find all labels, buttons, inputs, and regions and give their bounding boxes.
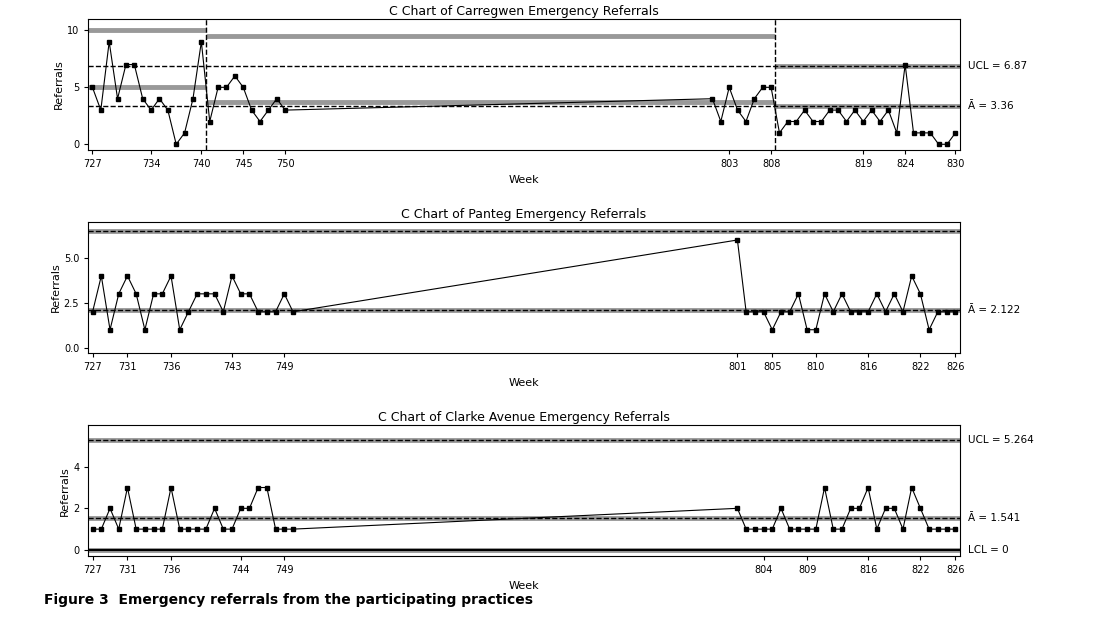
Y-axis label: Referrals: Referrals	[54, 59, 64, 109]
X-axis label: Week: Week	[508, 378, 539, 387]
Text: UCL = 6.87: UCL = 6.87	[968, 61, 1028, 71]
Title: C Chart of Carregwen Emergency Referrals: C Chart of Carregwen Emergency Referrals	[389, 5, 658, 18]
Title: C Chart of Clarke Avenue Emergency Referrals: C Chart of Clarke Avenue Emergency Refer…	[378, 411, 670, 424]
Text: Figure 3  Emergency referrals from the participating practices: Figure 3 Emergency referrals from the pa…	[44, 593, 533, 607]
Text: Ā = 2.122: Ā = 2.122	[968, 305, 1020, 315]
Text: Ā = 1.541: Ā = 1.541	[968, 513, 1020, 523]
Y-axis label: Referrals: Referrals	[51, 263, 61, 312]
X-axis label: Week: Week	[508, 581, 539, 591]
Text: Ā = 3.36: Ā = 3.36	[968, 101, 1014, 111]
Text: LCL = 0: LCL = 0	[968, 545, 1009, 555]
Y-axis label: Referrals: Referrals	[61, 466, 71, 516]
Text: UCL = 5.264: UCL = 5.264	[968, 435, 1035, 446]
X-axis label: Week: Week	[508, 174, 539, 185]
Title: C Chart of Panteg Emergency Referrals: C Chart of Panteg Emergency Referrals	[401, 208, 646, 221]
